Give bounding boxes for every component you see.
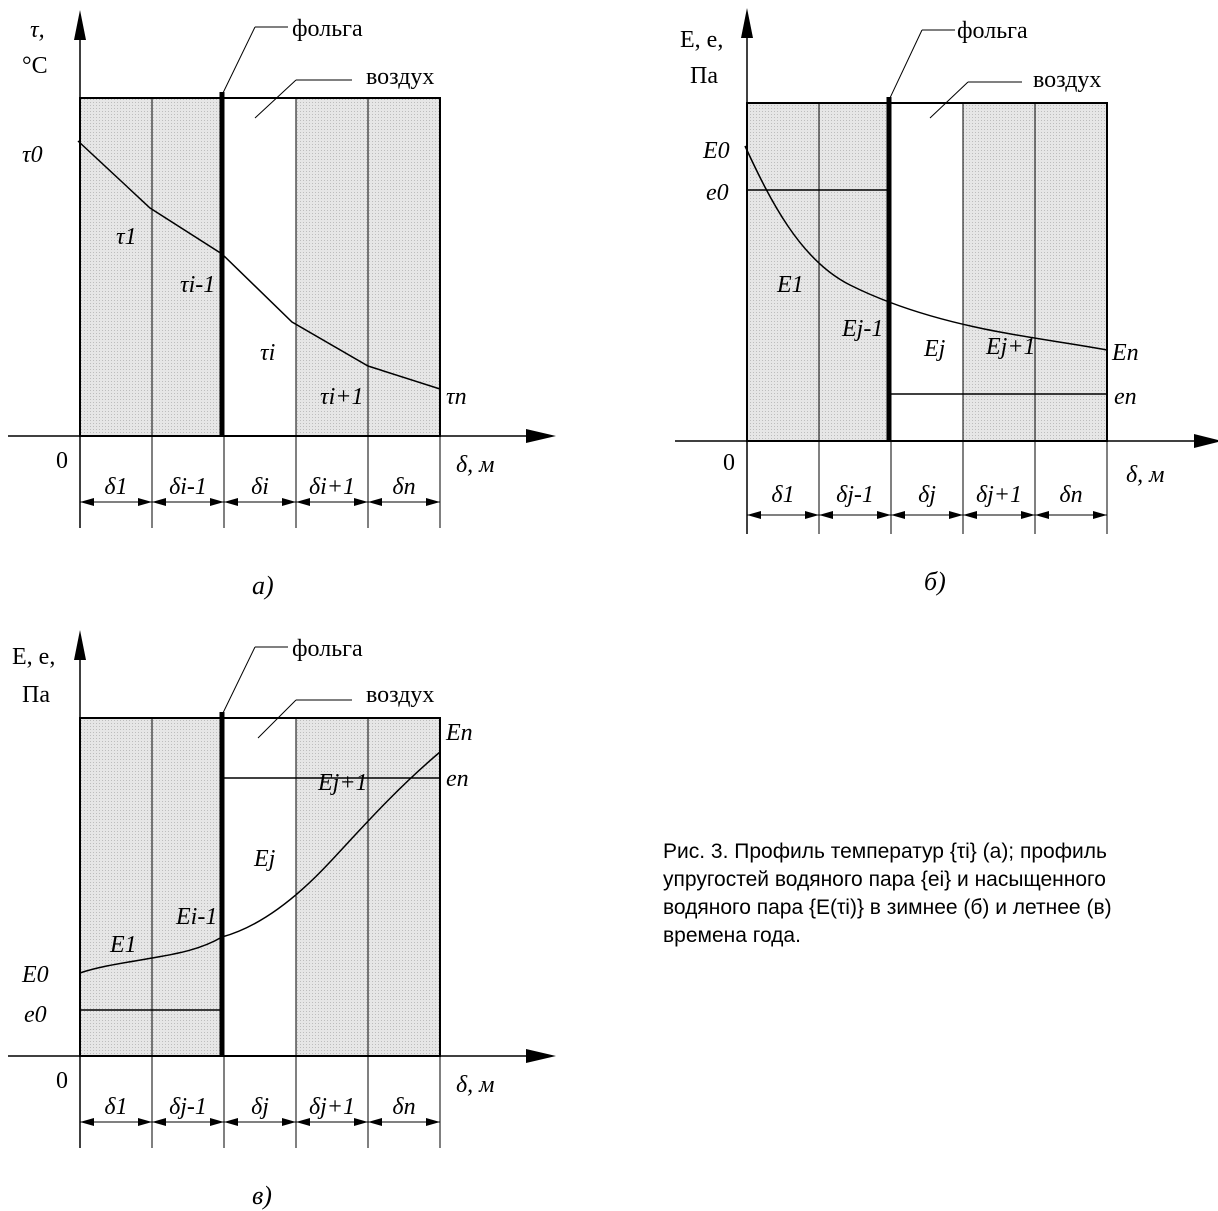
thickness-label: δn bbox=[392, 1094, 415, 1120]
temperature-curve bbox=[77, 140, 441, 390]
thickness-label: δ1 bbox=[771, 482, 794, 508]
foil-leader bbox=[221, 646, 256, 716]
curve-label: Ej bbox=[253, 846, 276, 872]
curve-label: Ej+1 bbox=[985, 334, 1036, 360]
caption-line: водяного пара {E(τi)} в зимнее (б) и лет… bbox=[663, 896, 1112, 919]
wall-layers bbox=[79, 717, 441, 1057]
caption-line: Рис. 3. Профиль температур {τi} (а); про… bbox=[663, 840, 1107, 863]
origin-label: 0 bbox=[56, 1068, 68, 1094]
figure-caption: Рис. 3. Профиль температур {τi} (а); про… bbox=[663, 838, 1218, 950]
air-label: воздух bbox=[1033, 67, 1101, 93]
thickness-label: δ1 bbox=[104, 474, 127, 500]
saturation-pressure-curve bbox=[744, 145, 1108, 351]
thickness-label: δj-1 bbox=[169, 1094, 207, 1120]
axes bbox=[8, 630, 556, 1148]
panel-label: б) bbox=[924, 567, 946, 596]
curve-label: τi-1 bbox=[180, 272, 215, 298]
curve-label: E1 bbox=[109, 932, 137, 958]
axes bbox=[675, 8, 1218, 534]
curve-label: e0 bbox=[706, 180, 729, 206]
curve-label: E1 bbox=[776, 272, 804, 298]
air-leader bbox=[257, 699, 297, 739]
air-leader bbox=[254, 79, 297, 119]
curve-label: τi+1 bbox=[320, 384, 363, 410]
thickness-label: δn bbox=[1059, 482, 1082, 508]
thickness-label: δi+1 bbox=[309, 474, 355, 500]
panel-label: в) bbox=[252, 1181, 272, 1210]
curve-label: τn bbox=[446, 384, 467, 410]
origin-label: 0 bbox=[56, 448, 68, 474]
origin-label: 0 bbox=[723, 450, 735, 476]
air-leader bbox=[929, 81, 969, 119]
panel-label: а) bbox=[252, 571, 274, 600]
curve-label: e0 bbox=[24, 1002, 47, 1028]
diagram-winter-vapor-profile: фольга воздух E, e, Па 0 δ, м б) E0 e0 E… bbox=[675, 8, 1218, 596]
y-axis-symbol: τ, bbox=[30, 17, 45, 43]
y-axis-symbol: E, e, bbox=[12, 644, 55, 670]
foil-label: фольга bbox=[292, 636, 363, 662]
diagram-temperature-profile: фольга воздух τ, °C 0 δ, м а) τ0 τ1 τi-1… bbox=[8, 10, 556, 600]
y-axis-unit: Па bbox=[690, 63, 718, 89]
axes bbox=[8, 10, 556, 528]
curve-label: Ei-1 bbox=[175, 904, 217, 930]
dimension-arrowheads bbox=[80, 498, 440, 506]
y-axis-unit: Па bbox=[22, 682, 50, 708]
partial-pressure-line bbox=[747, 189, 1107, 395]
wall-layers bbox=[79, 97, 441, 437]
partial-pressure-line bbox=[80, 777, 440, 1011]
curve-label: Ej bbox=[923, 336, 946, 362]
curve-label: E0 bbox=[21, 962, 49, 988]
curve-label: en bbox=[446, 766, 469, 792]
foil-leader bbox=[221, 26, 256, 96]
curve-label: en bbox=[1114, 384, 1137, 410]
dimension-arrowheads bbox=[747, 511, 1107, 519]
foil-label: фольга bbox=[957, 18, 1028, 44]
air-label: воздух bbox=[366, 682, 434, 708]
diagram-summer-vapor-profile: фольга воздух E, e, Па 0 δ, м в) E0 e0 E… bbox=[8, 630, 556, 1210]
curve-label: En bbox=[445, 720, 473, 746]
curve-label: τ1 bbox=[116, 224, 137, 250]
curve-label: Ej-1 bbox=[841, 316, 883, 342]
thickness-label: δj+1 bbox=[309, 1094, 355, 1120]
curve-label: E0 bbox=[702, 138, 730, 164]
curve-label: Ej+1 bbox=[317, 770, 368, 796]
wall-layers bbox=[746, 102, 1108, 442]
thickness-label: δj bbox=[918, 482, 936, 508]
air-label: воздух bbox=[366, 64, 434, 90]
curve-label: En bbox=[1111, 340, 1139, 366]
caption-line: времена года. bbox=[663, 924, 801, 947]
thickness-label: δj bbox=[251, 1094, 269, 1120]
foil-leader bbox=[888, 29, 923, 101]
x-axis-label: δ, м bbox=[456, 1072, 494, 1098]
thickness-label: δn bbox=[392, 474, 415, 500]
thickness-label: δi-1 bbox=[169, 474, 207, 500]
curve-label: τ0 bbox=[22, 142, 43, 168]
thickness-label: δ1 bbox=[104, 1094, 127, 1120]
foil-label: фольга bbox=[292, 16, 363, 42]
thickness-label: δj+1 bbox=[976, 482, 1022, 508]
x-axis-label: δ, м bbox=[1126, 462, 1164, 488]
dimension-arrowheads bbox=[80, 1118, 440, 1126]
saturation-pressure-curve bbox=[79, 751, 441, 974]
caption-line: упругостей водяного пара {ei} и насыщенн… bbox=[663, 868, 1106, 891]
y-axis-symbol: E, e, bbox=[680, 27, 723, 53]
x-axis-label: δ, м bbox=[456, 452, 494, 478]
thickness-label: δj-1 bbox=[836, 482, 874, 508]
thickness-label: δi bbox=[251, 474, 269, 500]
y-axis-unit: °C bbox=[22, 53, 48, 79]
curve-label: τi bbox=[260, 340, 275, 366]
